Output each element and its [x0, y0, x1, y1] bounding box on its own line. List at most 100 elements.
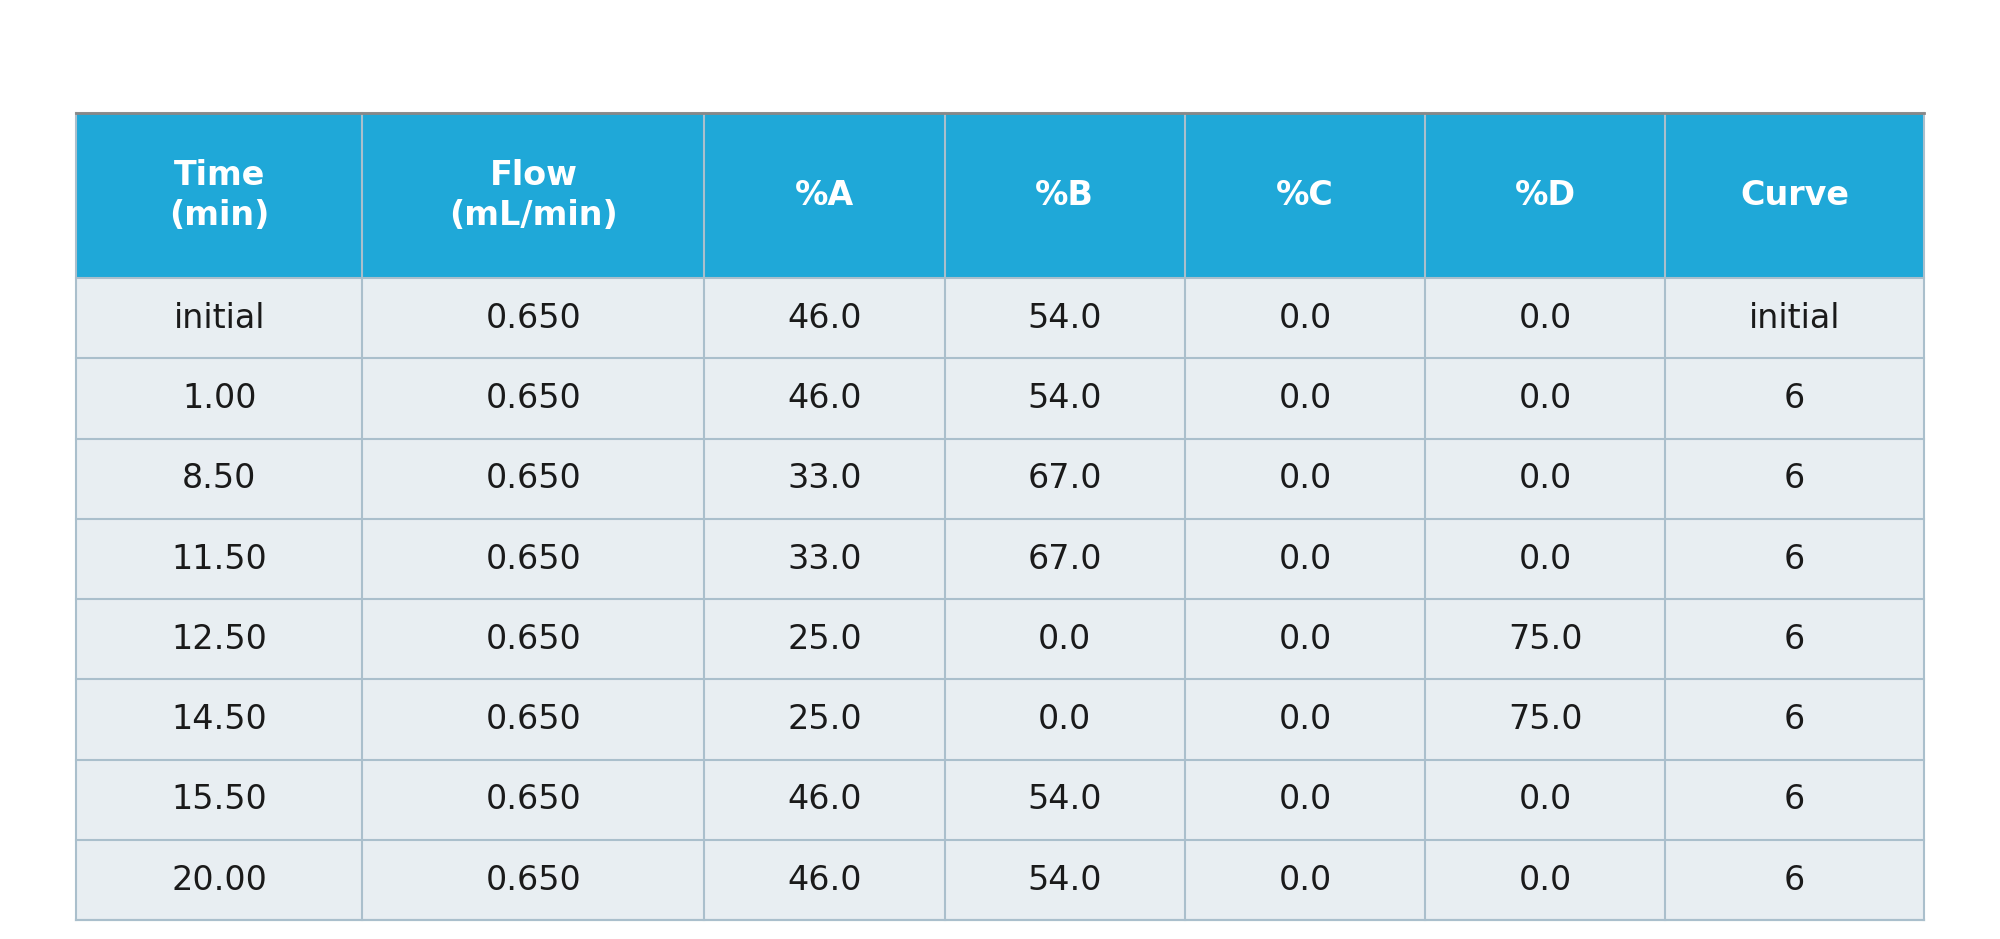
Bar — [1184, 113, 1426, 278]
Bar — [1426, 760, 1666, 840]
Text: 54.0: 54.0 — [1028, 382, 1102, 415]
Bar — [1666, 760, 1924, 840]
Bar — [1184, 680, 1426, 760]
Text: 0.650: 0.650 — [486, 543, 582, 576]
Text: 54.0: 54.0 — [1028, 864, 1102, 897]
Bar — [76, 760, 362, 840]
Text: 8.50: 8.50 — [182, 462, 256, 496]
Bar — [1666, 680, 1924, 760]
Text: 0.0: 0.0 — [1518, 543, 1572, 576]
Bar — [1426, 113, 1666, 278]
Text: 46.0: 46.0 — [788, 864, 862, 897]
Bar — [1426, 599, 1666, 680]
Bar — [704, 599, 944, 680]
Text: 67.0: 67.0 — [1028, 462, 1102, 496]
Bar — [1184, 519, 1426, 599]
Bar — [362, 599, 704, 680]
Bar — [362, 840, 704, 920]
Bar — [1666, 439, 1924, 519]
Text: 12.50: 12.50 — [172, 623, 268, 655]
Text: 6: 6 — [1784, 462, 1806, 496]
Bar — [362, 278, 704, 359]
Text: initial: initial — [1748, 301, 1840, 335]
Text: %B: %B — [1036, 179, 1094, 212]
Bar — [944, 760, 1184, 840]
Text: %A: %A — [794, 179, 854, 212]
Text: 0.650: 0.650 — [486, 703, 582, 736]
Text: Time
(min): Time (min) — [170, 160, 270, 232]
Bar — [1666, 599, 1924, 680]
Bar — [1184, 359, 1426, 439]
Text: 0.0: 0.0 — [1518, 301, 1572, 335]
Text: Flow
(mL/min): Flow (mL/min) — [450, 160, 618, 232]
Bar — [944, 840, 1184, 920]
Bar — [76, 519, 362, 599]
Bar — [704, 113, 944, 278]
Text: 0.650: 0.650 — [486, 382, 582, 415]
Bar — [76, 439, 362, 519]
Text: 0.0: 0.0 — [1518, 462, 1572, 496]
Bar — [1666, 840, 1924, 920]
Bar — [944, 278, 1184, 359]
Bar — [1426, 680, 1666, 760]
Bar — [76, 278, 362, 359]
Bar — [362, 519, 704, 599]
Bar — [76, 680, 362, 760]
Bar — [944, 519, 1184, 599]
Text: 6: 6 — [1784, 543, 1806, 576]
Text: 46.0: 46.0 — [788, 783, 862, 816]
Text: 54.0: 54.0 — [1028, 783, 1102, 816]
Bar — [1666, 359, 1924, 439]
Text: 6: 6 — [1784, 864, 1806, 897]
Text: 6: 6 — [1784, 382, 1806, 415]
Bar — [76, 599, 362, 680]
Text: 15.50: 15.50 — [172, 783, 268, 816]
Bar — [704, 519, 944, 599]
Bar — [76, 359, 362, 439]
Bar — [704, 760, 944, 840]
Text: 0.0: 0.0 — [1038, 703, 1092, 736]
Bar — [704, 439, 944, 519]
Bar — [944, 599, 1184, 680]
Text: 0.0: 0.0 — [1038, 623, 1092, 655]
Text: 6: 6 — [1784, 783, 1806, 816]
Bar — [944, 439, 1184, 519]
Bar — [944, 359, 1184, 439]
Text: 14.50: 14.50 — [172, 703, 268, 736]
Text: initial: initial — [174, 301, 264, 335]
Bar — [704, 840, 944, 920]
Text: %C: %C — [1276, 179, 1334, 212]
Bar — [1426, 278, 1666, 359]
Bar — [362, 760, 704, 840]
Text: 0.650: 0.650 — [486, 623, 582, 655]
Bar — [1426, 359, 1666, 439]
Bar — [362, 680, 704, 760]
Bar — [704, 359, 944, 439]
Bar — [1666, 278, 1924, 359]
Text: 25.0: 25.0 — [788, 703, 862, 736]
Text: 6: 6 — [1784, 703, 1806, 736]
Text: 75.0: 75.0 — [1508, 703, 1582, 736]
Text: 54.0: 54.0 — [1028, 301, 1102, 335]
Text: 0.0: 0.0 — [1278, 623, 1332, 655]
Bar — [1426, 519, 1666, 599]
Bar — [704, 278, 944, 359]
Text: 0.650: 0.650 — [486, 301, 582, 335]
Bar — [362, 359, 704, 439]
Text: 0.0: 0.0 — [1518, 864, 1572, 897]
Text: 0.650: 0.650 — [486, 462, 582, 496]
Text: 6: 6 — [1784, 623, 1806, 655]
Text: 0.0: 0.0 — [1278, 462, 1332, 496]
Text: 0.0: 0.0 — [1518, 783, 1572, 816]
Bar — [1666, 113, 1924, 278]
Text: 46.0: 46.0 — [788, 382, 862, 415]
Text: Curve: Curve — [1740, 179, 1850, 212]
Text: 0.650: 0.650 — [486, 864, 582, 897]
Text: %D: %D — [1514, 179, 1576, 212]
Bar — [1184, 840, 1426, 920]
Text: 1.00: 1.00 — [182, 382, 256, 415]
Bar — [704, 680, 944, 760]
Text: 0.650: 0.650 — [486, 783, 582, 816]
Bar — [362, 439, 704, 519]
Bar — [1426, 439, 1666, 519]
